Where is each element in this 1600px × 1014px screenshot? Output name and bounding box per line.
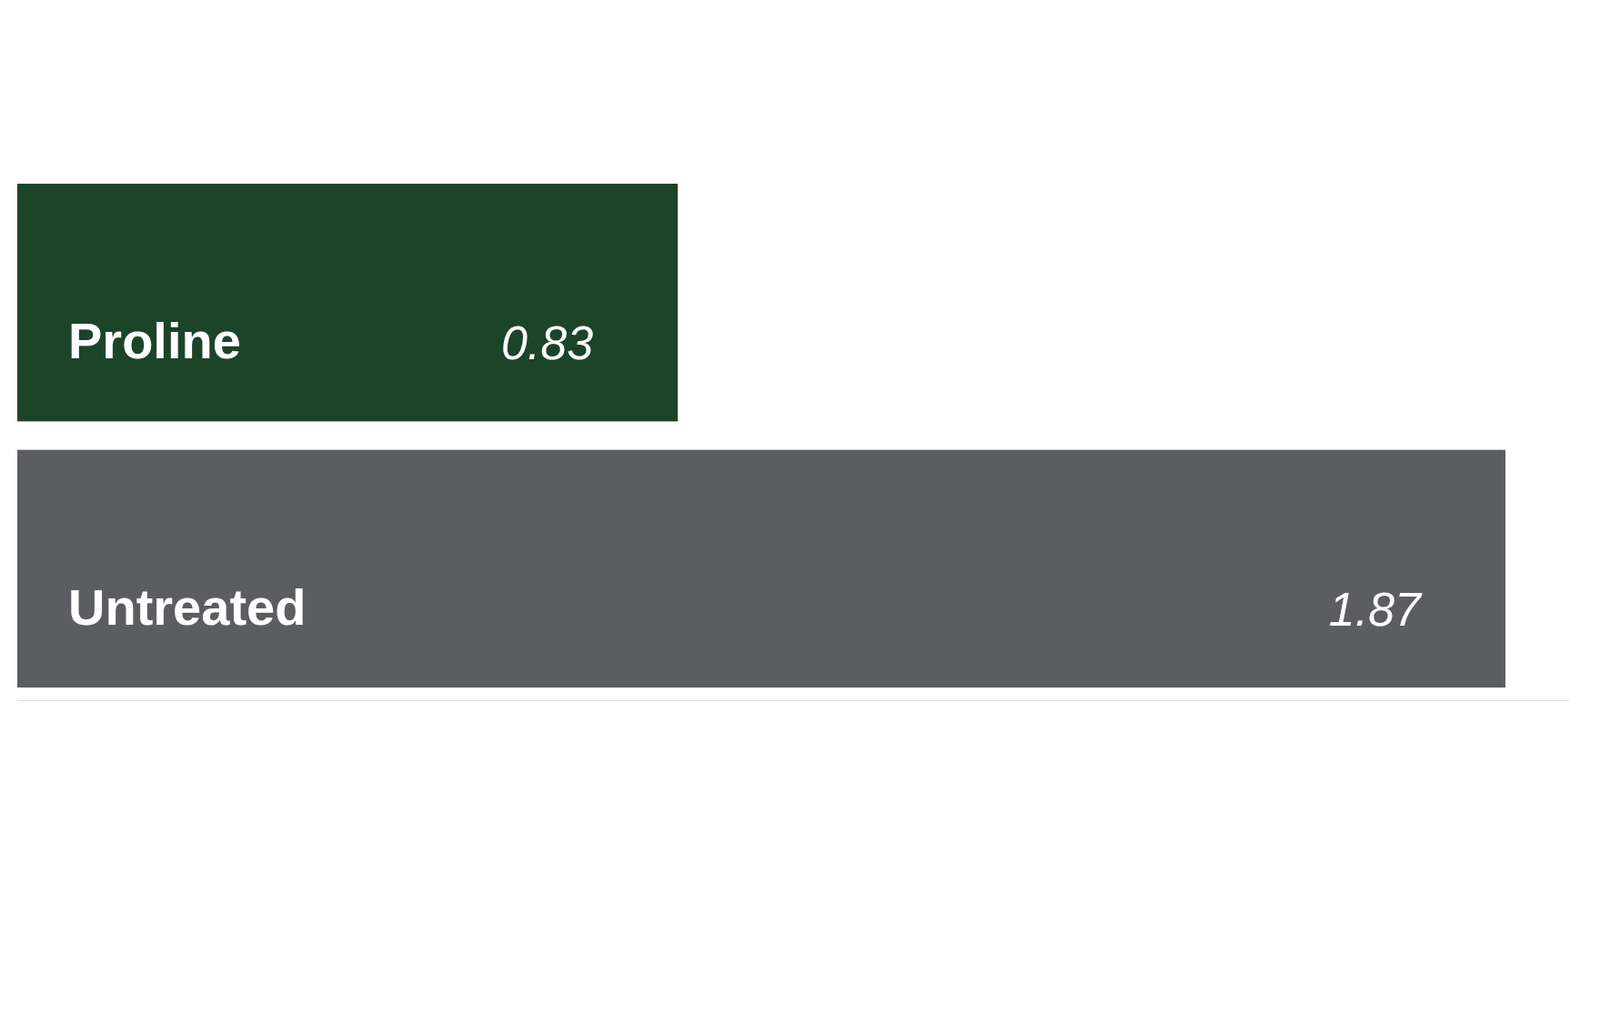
data-label: 1.87 bbox=[1328, 583, 1423, 636]
bar bbox=[17, 183, 678, 422]
category-labels: Proline Untreated bbox=[68, 311, 306, 636]
category-label: Proline bbox=[68, 311, 242, 370]
data-labels: 0.83 1.87 bbox=[501, 316, 1423, 636]
bar bbox=[17, 450, 1506, 688]
axis-line bbox=[18, 700, 1570, 702]
x-axis bbox=[18, 700, 1570, 702]
chart: Proline Untreated 0.83 1.87 bbox=[0, 0, 1600, 1014]
bars bbox=[17, 183, 1506, 688]
data-label: 0.83 bbox=[501, 316, 594, 370]
category-label: Untreated bbox=[68, 578, 306, 636]
